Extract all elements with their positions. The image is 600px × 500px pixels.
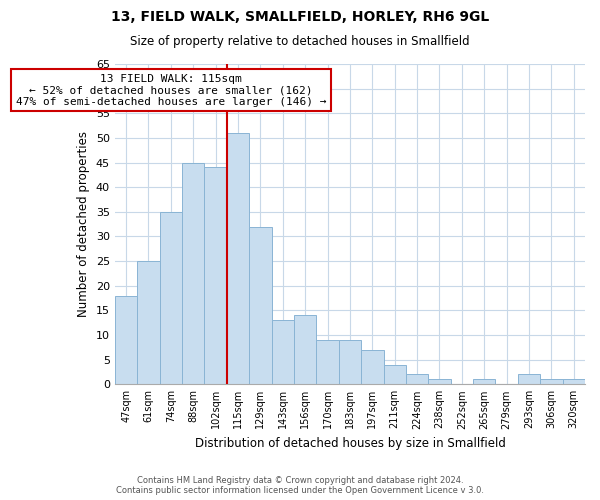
Bar bbox=[115, 296, 137, 384]
Bar bbox=[316, 340, 339, 384]
Bar bbox=[182, 162, 205, 384]
Bar bbox=[473, 380, 496, 384]
Y-axis label: Number of detached properties: Number of detached properties bbox=[77, 131, 91, 317]
Bar bbox=[205, 168, 227, 384]
Text: 13, FIELD WALK, SMALLFIELD, HORLEY, RH6 9GL: 13, FIELD WALK, SMALLFIELD, HORLEY, RH6 … bbox=[111, 10, 489, 24]
Bar bbox=[518, 374, 540, 384]
Text: 13 FIELD WALK: 115sqm
← 52% of detached houses are smaller (162)
47% of semi-det: 13 FIELD WALK: 115sqm ← 52% of detached … bbox=[16, 74, 326, 107]
X-axis label: Distribution of detached houses by size in Smallfield: Distribution of detached houses by size … bbox=[194, 437, 505, 450]
Bar bbox=[137, 261, 160, 384]
Bar bbox=[294, 316, 316, 384]
Bar bbox=[406, 374, 428, 384]
Bar bbox=[428, 380, 451, 384]
Bar bbox=[249, 226, 272, 384]
Bar bbox=[383, 364, 406, 384]
Bar bbox=[540, 380, 563, 384]
Bar bbox=[361, 350, 383, 384]
Text: Contains HM Land Registry data © Crown copyright and database right 2024.
Contai: Contains HM Land Registry data © Crown c… bbox=[116, 476, 484, 495]
Bar bbox=[339, 340, 361, 384]
Bar bbox=[227, 133, 249, 384]
Bar bbox=[160, 212, 182, 384]
Text: Size of property relative to detached houses in Smallfield: Size of property relative to detached ho… bbox=[130, 35, 470, 48]
Bar bbox=[563, 380, 585, 384]
Bar bbox=[272, 320, 294, 384]
